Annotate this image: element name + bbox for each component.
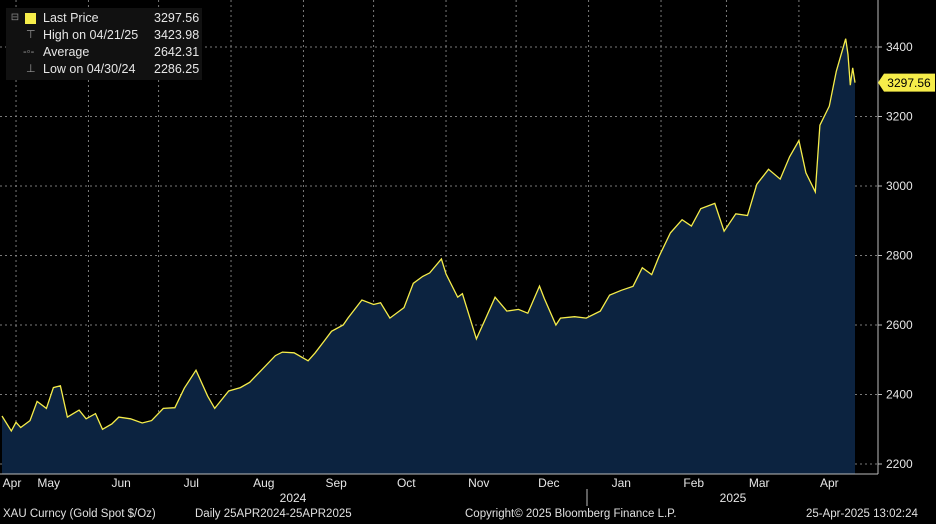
legend-item-average: -◦- Average 2642.31: [6, 44, 202, 61]
last-price-tag-label: 3297.56: [887, 76, 931, 90]
x-tick-label: Aug: [253, 476, 274, 490]
y-tick-label: 2600: [886, 318, 913, 332]
low-marker-icon: ⊥: [26, 63, 36, 75]
price-line: [1, 38, 856, 433]
x-tick-label: Feb: [683, 476, 704, 490]
year-label: 2025: [720, 491, 747, 505]
x-tick-label: Jul: [184, 476, 199, 490]
legend-label: Low on 04/30/24: [43, 62, 136, 76]
y-tick-label: 3000: [886, 179, 913, 193]
last-price-swatch: [25, 13, 36, 24]
price-area-fill: [2, 38, 855, 474]
legend-label: Average: [43, 45, 90, 59]
security-name: XAU Curncy (Gold Spot $/Oz): [3, 508, 156, 520]
legend-value: 2286.25: [154, 62, 200, 76]
copyright-text: Copyright© 2025 Bloomberg Finance L.P.: [465, 508, 677, 520]
x-tick-label: Oct: [397, 476, 416, 490]
chart-period: Daily 25APR2024-25APR2025: [195, 508, 352, 520]
y-tick-label: 2200: [886, 457, 913, 471]
legend-value: 2642.31: [154, 45, 200, 59]
y-tick-label: 3200: [886, 110, 913, 124]
x-tick-label: Jan: [612, 476, 631, 490]
average-line-icon: -◦-: [23, 46, 35, 58]
x-tick-label: Apr: [820, 476, 839, 490]
legend-value: 3423.98: [154, 28, 200, 42]
y-tick-label: 3400: [886, 40, 913, 54]
x-tick-label: Mar: [749, 476, 770, 490]
legend-item-high: ⊤ High on 04/21/25 3423.98: [6, 27, 202, 44]
y-tick-label: 2400: [886, 388, 913, 402]
legend-label: High on 04/21/25: [43, 28, 139, 42]
legend-item-last-price[interactable]: ⊟ Last Price 3297.56: [6, 10, 202, 27]
axes: [0, 0, 882, 506]
timestamp: 25-Apr-2025 13:02:24: [806, 508, 918, 520]
x-tick-label: Apr: [3, 476, 22, 490]
x-tick-label: Nov: [468, 476, 489, 490]
legend-label: Last Price: [43, 11, 99, 25]
high-marker-icon: ⊤: [26, 29, 36, 41]
collapse-box-icon[interactable]: ⊟: [10, 12, 20, 23]
legend-value: 3297.56: [154, 11, 200, 25]
x-tick-label: Sep: [326, 476, 348, 490]
x-tick-label: May: [37, 476, 60, 490]
legend-box: ⊟ Last Price 3297.56 ⊤ High on 04/21/25 …: [6, 8, 202, 80]
tick-labels: 2200 2400 2600 2800 3000 3200 3400 Apr May Jun Jul…: [3, 40, 935, 505]
year-label: 2024: [280, 491, 307, 505]
x-tick-label: Dec: [538, 476, 559, 490]
y-tick-label: 2800: [886, 249, 913, 263]
last-price-tag: [878, 73, 935, 92]
legend-item-low: ⊥ Low on 04/30/24 2286.25: [6, 61, 202, 78]
x-tick-label: Jun: [112, 476, 131, 490]
